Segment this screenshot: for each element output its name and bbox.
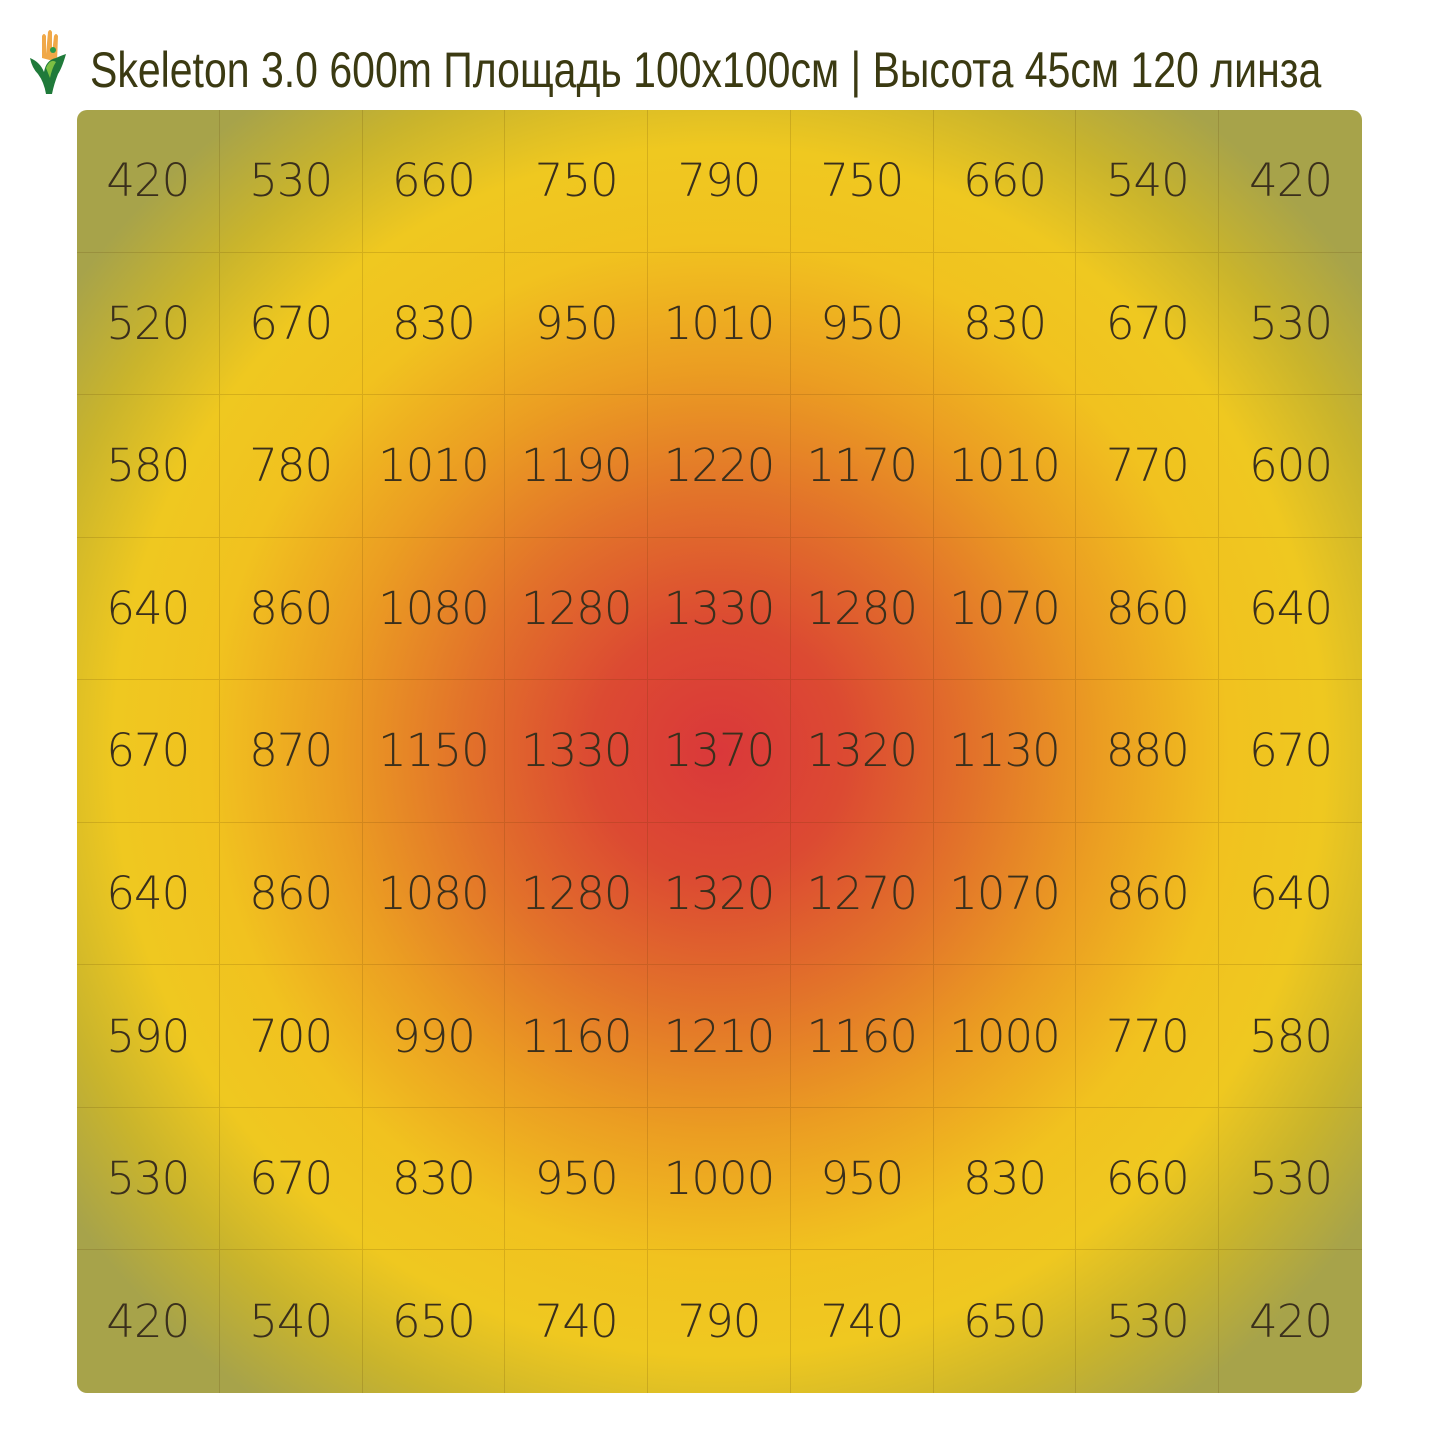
heatmap-cell: 950	[790, 252, 934, 396]
heatmap-cell: 640	[77, 822, 220, 966]
heatmap-cell: 420	[77, 1250, 220, 1393]
heatmap-cell: 1320	[648, 822, 791, 966]
heatmap-cell: 670	[219, 252, 363, 396]
heatmap-cell: 790	[648, 110, 791, 253]
heatmap-cell: 740	[505, 1250, 649, 1393]
heatmap-cell: 650	[363, 1250, 506, 1393]
heatmap-grid: 420 530 660 750 790 750 660 540 420 520 670 830 950 1…	[77, 110, 1362, 1393]
heatmap-cell: 1080	[362, 822, 506, 966]
heatmap-cell: 1280	[505, 537, 649, 681]
heatmap-cell: 660	[1076, 1107, 1220, 1251]
heatmap-cell: 950	[790, 1107, 934, 1251]
heatmap-cell: 540	[1076, 110, 1220, 253]
heatmap-cell: 880	[1076, 680, 1220, 823]
heatmap-cell: 540	[220, 1250, 363, 1393]
heatmap-cell: 530	[1219, 1108, 1362, 1251]
heatmap-cell: 530	[219, 110, 363, 253]
heatmap-cell: 1170	[790, 395, 934, 538]
heatmap-cell: 1280	[790, 537, 934, 681]
heatmap-cell: 640	[1219, 823, 1362, 966]
hand-leaf-logo-icon	[30, 30, 66, 94]
heatmap-cell: 830	[933, 1107, 1077, 1251]
heatmap-cell: 590	[77, 965, 220, 1108]
heatmap-cell: 950	[505, 252, 649, 396]
heatmap-cell: 990	[362, 965, 506, 1108]
heatmap-cell: 1070	[933, 537, 1077, 681]
heatmap-cell: 1070	[933, 822, 1077, 966]
heatmap-cell: 670	[77, 680, 220, 823]
heatmap-cell: 660	[933, 110, 1077, 253]
heatmap-cell: 1000	[933, 965, 1077, 1108]
heatmap-cell: 770	[1076, 395, 1220, 538]
heatmap-cell: 1330	[648, 537, 791, 681]
heatmap-cell: 670	[1076, 252, 1220, 396]
heatmap-cell: 1010	[648, 252, 791, 396]
heatmap-cell: 520	[77, 252, 220, 396]
heatmap-cell: 530	[1219, 253, 1362, 396]
chart-title: Skeleton 3.0 600m Площадь 100x100см | Вы…	[90, 42, 1322, 98]
heatmap-cell: 950	[505, 1107, 649, 1251]
heatmap-cell: 830	[362, 252, 506, 396]
heatmap-cell: 1010	[362, 395, 506, 538]
heatmap-cell: 830	[362, 1107, 506, 1251]
heatmap-cell: 670	[1219, 680, 1362, 823]
heatmap-cell: 1160	[790, 965, 934, 1108]
heatmap-cell: 700	[219, 965, 363, 1108]
heatmap-cell: 750	[505, 110, 649, 253]
heatmap-cell: 790	[648, 1250, 791, 1393]
heatmap-cell: 750	[790, 110, 934, 253]
heatmap-cell: 1130	[933, 680, 1077, 823]
heatmap-cell: 1270	[790, 822, 934, 966]
heatmap-cell: 580	[77, 395, 220, 538]
heatmap-cell: 1160	[505, 965, 649, 1108]
heatmap-cell: 1190	[505, 395, 649, 538]
heatmap-cell: 770	[1076, 965, 1220, 1108]
heatmap-cell: 1280	[505, 822, 649, 966]
heatmap-cell: 530	[1076, 1250, 1220, 1393]
heatmap-cell: 1330	[505, 680, 649, 823]
heatmap-cell: 580	[1219, 965, 1362, 1108]
heatmap-cell: 530	[77, 1107, 220, 1251]
heatmap-cell: 640	[1219, 538, 1362, 681]
heatmap-cell: 860	[1076, 822, 1220, 966]
heatmap-cell: 860	[1076, 537, 1220, 681]
heatmap-cell: 420	[1249, 1295, 1333, 1349]
heatmap-cell: 830	[933, 252, 1077, 396]
heatmap-cell: 600	[1219, 395, 1362, 538]
heatmap-cell: 860	[219, 537, 363, 681]
heatmap-cell: 1010	[933, 395, 1077, 538]
heatmap-cell: 1150	[362, 680, 506, 823]
heatmap-cell: 640	[77, 537, 220, 681]
heatmap-cell: 1000	[648, 1107, 791, 1251]
heatmap-cell: 780	[219, 395, 363, 538]
heatmap-cell: 660	[362, 110, 506, 253]
heatmap-cell: 420	[1219, 110, 1362, 253]
heatmap-cell: 1370	[648, 680, 791, 823]
heatmap-cell: 1320	[790, 680, 934, 823]
heatmap-cell: 860	[219, 822, 363, 966]
heatmap-cell: 740	[791, 1250, 934, 1393]
heatmap-cell: 1080	[362, 537, 506, 681]
heatmap-cell: 670	[219, 1107, 363, 1251]
heatmap-cell: 870	[219, 680, 363, 823]
heatmap-cell: 1210	[648, 965, 791, 1108]
heatmap-cell: 420	[77, 110, 220, 253]
heatmap-cell: 650	[934, 1250, 1077, 1393]
heatmap-cell: 1220	[648, 395, 791, 538]
